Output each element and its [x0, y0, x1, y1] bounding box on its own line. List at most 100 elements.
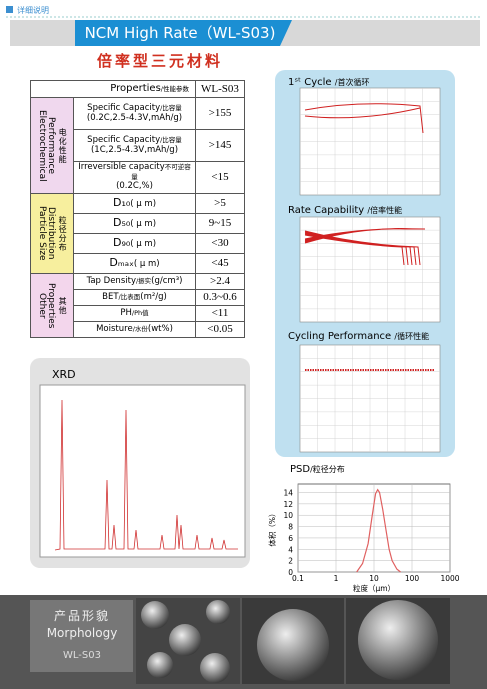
y-tick-label: 6 [288, 534, 293, 543]
header-property: Properties [110, 83, 161, 95]
subtitle: 倍率型三元材料 [97, 52, 223, 70]
value: >155 [195, 97, 245, 130]
header-property-cn: /性能参数 [160, 85, 189, 94]
header-cell: Properties/性能参数 [30, 80, 196, 98]
group-name-cn: 其他 [58, 296, 68, 315]
value: <45 [195, 253, 245, 274]
property-cn: 不可逆容量 [131, 162, 191, 181]
condition: ( μ m) [130, 199, 157, 210]
group-label: Electrochemical Performance 电化性能 [31, 100, 73, 192]
property-cn: /比容量 [160, 135, 182, 144]
property-cn: /比容量 [160, 103, 182, 112]
header-value: WL-S03 [195, 80, 245, 98]
property: D₁₀ [112, 196, 131, 210]
property-cell: D₉₀( μ m) [73, 233, 196, 254]
group-name-cn: 电化性能 [58, 127, 68, 164]
panel-title-cn: /倍率性能 [367, 205, 402, 215]
y-tick-label: 10 [283, 511, 293, 520]
title: NCM High Rate（WL-S03) [85, 24, 276, 42]
x-tick-label: 100 [405, 574, 420, 583]
x-tick-label: 10 [369, 574, 379, 583]
property-cell: Irreversible capacity不可逆容量 (0.2C,%) [73, 161, 196, 194]
y-tick-label: 14 [283, 489, 293, 498]
property-cn: /水份 [132, 324, 148, 333]
xrd-trace [54, 399, 238, 551]
mini-plots [299, 87, 441, 453]
property: Tap Density [86, 275, 136, 286]
header-row: Properties/性能参数 WL-S03 [30, 80, 245, 98]
value: <30 [195, 233, 245, 254]
morphology-box [30, 600, 133, 672]
group-name: Other Properties [36, 282, 56, 329]
value: 0.3~0.6 [195, 289, 245, 306]
value: <11 [195, 305, 245, 322]
condition: (0.2C,2.5-4.3V,mAh/g) [86, 112, 183, 123]
title-box [75, 20, 292, 46]
property: BET [102, 291, 119, 302]
group-label: Other Properties 其他 [31, 276, 73, 336]
table-row: Specific Capacity/比容量 (1C,2.5-4.3V,mAh/g)… [31, 129, 245, 162]
table-row: Other Properties 其他 Tap Density/振实(g/cm³) >… [30, 273, 245, 338]
table-row: D₅₀( μ m) 9~15 [31, 213, 245, 234]
panel-title-en: Cycling Performance [288, 331, 391, 342]
x-tick-label: 1000 [440, 574, 459, 583]
property: Specific Capacity [87, 134, 161, 145]
table-row: Particle Size Distribution 粒径分布 D₁₀( μ m) >… [30, 193, 245, 274]
property: D₉₀ [112, 236, 131, 250]
panel-title-cn: /循环性能 [394, 331, 429, 341]
panel-title: Cycling Performance /循环性能 [288, 331, 429, 342]
condition: (wt%) [147, 323, 173, 334]
y-tick-label: 4 [288, 545, 293, 554]
group-cell: Electrochemical Performance 电化性能 [30, 97, 74, 194]
condition: (1C,2.5-4.3V,mAh/g) [90, 144, 179, 155]
value: <15 [195, 161, 245, 194]
y-tick-label: 12 [283, 500, 293, 509]
xrd-plot [39, 384, 246, 558]
bullet-icon [6, 6, 13, 13]
condition: (g/cm³) [151, 275, 183, 286]
morphology-title: Morphology [47, 626, 118, 640]
chart-title-cn: /粒径分布 [310, 464, 345, 474]
property-cell: Moisture/水份(wt%) [73, 321, 196, 338]
property-cell: BET/比表面(m²/g) [73, 289, 196, 306]
panel-title-en: 1ˢᵗ Cycle [288, 77, 332, 88]
property: PH [120, 307, 132, 318]
panel-title-en: Rate Capability [288, 205, 364, 216]
condition: (0.2C,%) [116, 181, 153, 192]
condition: ( μ m) [130, 239, 157, 250]
table-row: Dₘₐₓ( μ m) <45 [31, 253, 245, 274]
psd-chart: PSD/粒径分布 0 2 4 6 8 10 12 14 0.1 1 10 100 1000 粒度（μm） 体积… [267, 464, 460, 593]
property-cell: D₅₀( μ m) [73, 213, 196, 234]
table-row: Electrochemical Performance 电化性能 Specific … [30, 97, 245, 194]
table-row: D₉₀( μ m) <30 [31, 233, 245, 254]
morphology-model: WL-S03 [63, 650, 101, 661]
condition: (m²/g) [140, 291, 167, 302]
value: >2.4 [195, 273, 245, 290]
value: <0.05 [195, 321, 245, 338]
property-cn: /振实 [135, 276, 152, 285]
property: Dₘₐₓ [109, 256, 134, 270]
x-axis-label: 粒度（μm） [353, 583, 395, 593]
property-cell: Tap Density/振实(g/cm³) [73, 273, 196, 290]
group-cell: Particle Size Distribution 粒径分布 [30, 193, 74, 274]
property-cell: Specific Capacity/比容量 (0.2C,2.5-4.3V,mAh/… [73, 97, 196, 130]
y-tick-label: 2 [288, 557, 293, 566]
group-name: Particle Size Distribution [36, 206, 56, 261]
group-label: Particle Size Distribution 粒径分布 [31, 196, 73, 272]
chart-title: PSD/粒径分布 [290, 464, 345, 475]
panel-title: 1ˢᵗ Cycle /首次循环 [288, 77, 369, 88]
property-cell: PH/Ph值 [73, 305, 196, 322]
property-cn: /Ph值 [131, 308, 149, 317]
panel-title-cn: /首次循环 [335, 77, 370, 87]
table-row: BET/比表面(m²/g) 0.3~0.6 [31, 289, 245, 306]
property: Moisture [96, 323, 133, 334]
x-tick-label: 1 [334, 574, 339, 583]
property-cn: /比表面 [118, 292, 141, 301]
property-cell: D₁₀( μ m) [73, 193, 196, 214]
group-name-cn: 粒径分布 [58, 215, 68, 252]
y-axis-label: 体积（%） [267, 509, 277, 546]
group-name: Electrochemical Performance [36, 109, 56, 182]
sem-images [136, 598, 450, 684]
